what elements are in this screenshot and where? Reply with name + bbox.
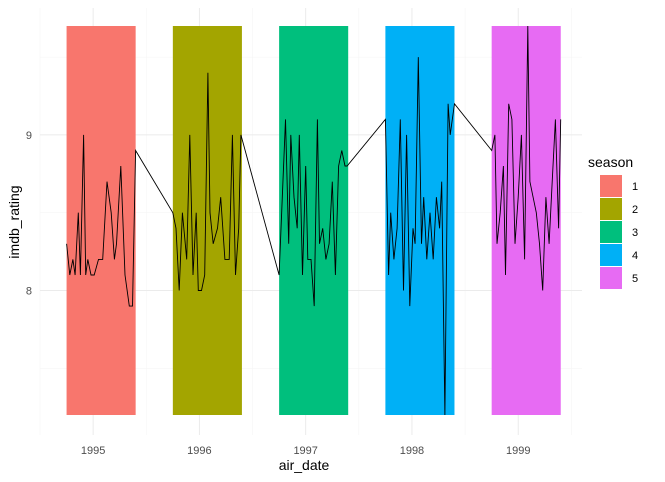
legend-key-4 xyxy=(600,244,622,266)
x-tick-label-1999: 1999 xyxy=(506,445,530,457)
y-axis-ticks: 89 xyxy=(26,130,32,298)
x-tick-label-1998: 1998 xyxy=(400,445,424,457)
legend-key-1 xyxy=(600,175,622,197)
legend-label-1: 1 xyxy=(632,181,638,193)
legend-key-3 xyxy=(600,221,622,243)
season-bar-1 xyxy=(66,26,136,415)
legend-key-5 xyxy=(600,267,622,289)
legend-items: 1 2 3 4 5 xyxy=(600,175,638,289)
x-tick-label-1996: 1996 xyxy=(187,445,211,457)
y-tick-label-9: 9 xyxy=(26,130,32,142)
plot-panel xyxy=(39,8,582,435)
y-axis-title: imdb_rating xyxy=(6,185,22,258)
x-tick-label-1995: 1995 xyxy=(81,445,105,457)
x-tick-label-1997: 1997 xyxy=(293,445,317,457)
rating-line xyxy=(66,25,562,416)
legend-label-5: 5 xyxy=(632,273,638,285)
legend: season 1 2 3 4 5 xyxy=(588,154,638,289)
legend-key-2 xyxy=(600,198,622,220)
x-axis-title: air_date xyxy=(279,457,330,473)
x-axis-ticks: 1995 1996 1997 1998 1999 xyxy=(81,445,531,457)
legend-label-3: 3 xyxy=(632,227,638,239)
legend-label-4: 4 xyxy=(632,250,638,262)
legend-label-2: 2 xyxy=(632,204,638,216)
y-tick-label-8: 8 xyxy=(26,286,32,298)
legend-title: season xyxy=(588,154,633,170)
season-bar-5 xyxy=(491,26,561,415)
